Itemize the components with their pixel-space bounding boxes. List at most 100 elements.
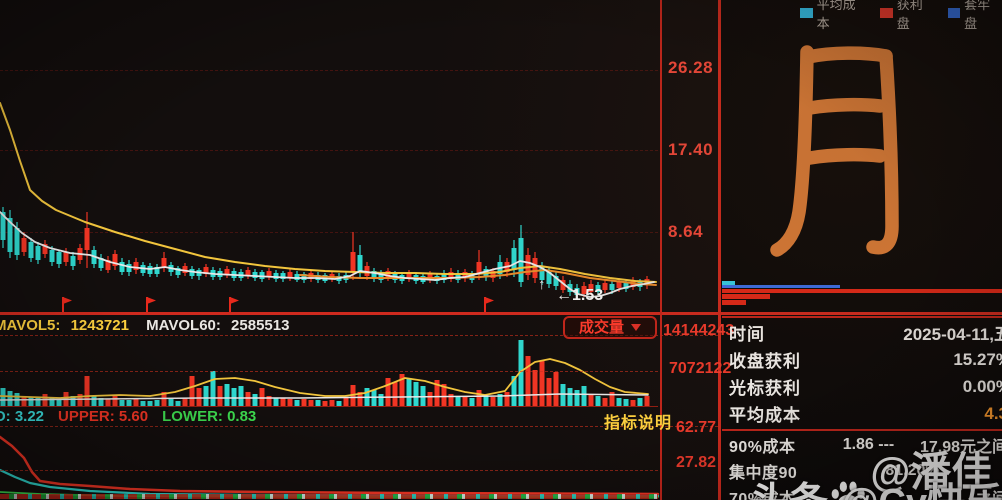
volume-bar	[644, 396, 650, 406]
volume-bar	[224, 384, 230, 406]
candle-body	[266, 271, 272, 277]
info-label: 光标获利	[729, 379, 801, 398]
candle-body	[119, 262, 125, 272]
volume-bar	[581, 386, 587, 406]
volume-bar	[476, 390, 482, 406]
candle-body	[350, 252, 356, 272]
candle-body	[203, 267, 209, 274]
dropdown-arrow-icon	[631, 324, 641, 331]
volume-bar	[483, 396, 489, 406]
volume-bar	[77, 394, 83, 406]
candle-body	[539, 266, 545, 280]
candle-body	[14, 228, 20, 255]
dotted-gridline	[0, 371, 658, 372]
stat-label: 集中度90	[729, 465, 798, 482]
volume-bar	[406, 378, 412, 406]
legend-item-trapped-chips: 套牢盘	[947, 0, 1002, 32]
candle-body	[84, 228, 90, 250]
volume-bar	[378, 394, 384, 406]
indicator-axis-top: 62.77	[676, 419, 717, 436]
volume-bar	[119, 400, 125, 406]
chip-legend: 平均成本 获利盘 套牢盘	[800, 0, 1002, 32]
candle-body	[371, 271, 377, 278]
panel-separator-vertical	[718, 0, 721, 500]
watermark-platform: 头条 @Cv快乐家园	[750, 471, 1002, 500]
candle-body	[63, 252, 69, 262]
info-row-close-profit: 收盘获利 15.27%	[722, 346, 1002, 373]
candle-body	[357, 255, 363, 272]
mavol5-line	[0, 358, 649, 399]
volume-bar	[133, 398, 139, 406]
paw-logo-icon	[831, 481, 865, 500]
volume-header: MAVOL5: 1243721 MAVOL60: 2585513	[0, 317, 289, 334]
candle-body	[126, 264, 132, 272]
indicator-help-button[interactable]: 指标说明	[604, 415, 673, 432]
platform-name: 头条	[750, 481, 828, 500]
volume-bar	[511, 376, 517, 406]
candle-body	[182, 266, 188, 273]
volume-bar	[182, 398, 188, 406]
volume-bar	[602, 398, 608, 406]
candle-body	[525, 255, 531, 275]
volume-bar	[413, 382, 419, 406]
ma-line-white	[0, 211, 655, 298]
candle-body	[532, 258, 538, 278]
up-arrow-marker: ↑	[538, 276, 546, 293]
event-flag	[230, 297, 239, 304]
candle-body	[574, 288, 580, 295]
candle-body	[546, 272, 552, 284]
volume-bar	[245, 392, 251, 406]
stat-value: 之间	[975, 491, 1002, 500]
legend-item-profit-chips: 获利盘	[880, 0, 934, 32]
candle-body	[518, 238, 524, 282]
volume-bar	[343, 398, 349, 406]
info-value: 15.27%	[953, 349, 1002, 369]
mavol5-label: MAVOL5:	[0, 317, 61, 334]
volume-bar	[273, 398, 279, 406]
candle-body	[378, 273, 384, 280]
volume-bar	[252, 394, 258, 406]
volume-bar	[497, 394, 503, 406]
stat-row-concentration: 集中度90 81.20%	[722, 458, 1002, 484]
volume-bar	[560, 384, 566, 406]
legend-label: 获利盘	[896, 0, 923, 31]
volume-bar	[196, 388, 202, 406]
volume-bar	[504, 392, 510, 406]
candle-body	[273, 273, 279, 279]
candle-body	[70, 256, 76, 266]
candle-body	[280, 273, 286, 279]
handwritten-month-character	[770, 45, 899, 257]
candle-body	[490, 271, 496, 278]
indicator-upper-value: UPPER: 5.60	[58, 408, 149, 425]
volume-bar	[112, 396, 118, 406]
candle-body	[455, 273, 461, 280]
legend-swatch-red	[880, 8, 893, 18]
volume-bar	[154, 400, 160, 406]
candle-body	[105, 260, 111, 270]
volume-bar	[357, 392, 363, 406]
volume-bar	[567, 388, 573, 406]
gridline	[0, 232, 658, 233]
chip-bar-blue	[722, 285, 840, 288]
volume-bar	[546, 378, 552, 406]
mavol60-line	[0, 393, 649, 401]
candle-body	[154, 267, 160, 274]
volume-bar	[189, 376, 195, 406]
dotted-gridline	[0, 335, 718, 336]
volume-bar	[203, 386, 209, 406]
candle-body	[364, 266, 370, 276]
volume-bar	[434, 380, 440, 406]
candle-body	[133, 262, 139, 270]
volume-bar	[427, 392, 433, 406]
event-flag	[147, 297, 156, 304]
volume-baseline	[0, 406, 658, 407]
volume-bar	[301, 399, 307, 406]
stat-mid-value: 81.20%	[885, 462, 940, 479]
candle-body	[28, 242, 34, 258]
candle-body	[385, 271, 391, 278]
volume-indicator-selector[interactable]: 成交量	[563, 316, 657, 339]
price-axis-label: 17.40	[668, 140, 714, 159]
candle-body	[553, 276, 559, 286]
candle-body	[609, 284, 615, 290]
candle-body	[245, 270, 251, 276]
